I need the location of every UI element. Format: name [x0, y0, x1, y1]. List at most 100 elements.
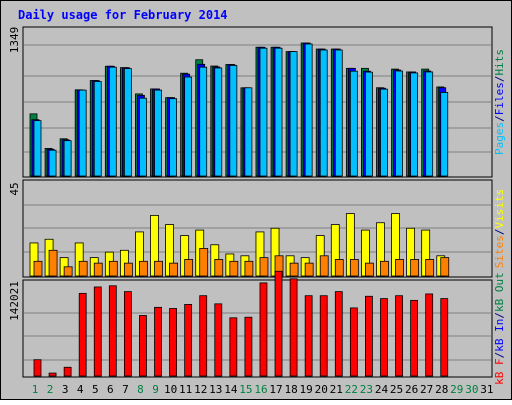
- x-day-label-1: 1: [32, 383, 39, 396]
- visits-sites-panel: 45 Sites/Visits: [8, 182, 506, 277]
- kbytes-series-legend-label: kB F/kB In/kB Out: [493, 272, 506, 385]
- visits-sites-sites-bar-day-14: [229, 260, 239, 277]
- legend-part-0: kB F: [493, 358, 506, 385]
- x-day-label-17: 17: [269, 383, 282, 396]
- kbytes-kb-f-bar-day-28: [440, 298, 449, 377]
- hits-files-pages-pages-bar-day-22: [349, 70, 358, 177]
- visits-sites-sites-bar-day-28: [440, 257, 450, 277]
- hits-files-pages-pages-bar-day-4: [78, 89, 87, 177]
- kbytes-kb-f-bar-day-11: [184, 304, 193, 377]
- legend-part-0: Sites: [493, 235, 506, 268]
- x-day-label-29: 29: [450, 383, 463, 396]
- hits-files-pages-pages-bar-day-8: [139, 97, 147, 177]
- chart-panels: 1349Pages/Files/Hits45Sites/Visits142021…: [8, 27, 506, 385]
- x-day-label-14: 14: [224, 383, 238, 396]
- visits-sites-sites-bar-day-24: [380, 260, 389, 277]
- visits-sites-sites-bar-day-5: [93, 262, 103, 277]
- legend-part-4: Hits: [493, 49, 506, 76]
- kbytes-kb-f-bar-day-12: [199, 295, 208, 377]
- visits-sites-sites-bar-day-15: [244, 260, 254, 277]
- hits-files-pages-series-legend-label: Pages/Files/Hits: [493, 49, 506, 155]
- kbytes-kb-f-bar-day-15: [244, 316, 253, 377]
- kbytes-kb-f-bar-day-21: [334, 291, 343, 377]
- kbytes-kb-f-bar-day-6: [108, 285, 117, 377]
- kbytes-kb-f-bar-day-4: [78, 292, 87, 377]
- hits-panel-frame: [22, 26, 493, 178]
- kbytes-kb-f-bar-day-25: [395, 295, 403, 377]
- kbytes-kb-f-bar-day-18: [289, 278, 298, 377]
- x-day-label-30: 30: [465, 383, 478, 396]
- visits-sites-sites-bar-day-4: [78, 260, 88, 277]
- visits-sites-sites-bar-day-27: [425, 259, 435, 277]
- x-day-label-10: 10: [164, 383, 177, 396]
- visits-sites-series-legend-label: Sites/Visits: [493, 189, 506, 269]
- legend-part-2: kB In: [493, 319, 506, 352]
- hits-files-pages-pages-bar-day-14: [229, 65, 238, 177]
- x-day-label-19: 19: [300, 383, 313, 396]
- hits-files-pages-pages-bar-day-5: [93, 81, 102, 177]
- kbytes-kb-f-bar-day-1: [33, 359, 42, 377]
- visits-sites-sites-bar-day-26: [410, 259, 420, 277]
- legend-part-2: Visits: [493, 189, 506, 229]
- visits-sites-sites-bar-day-11: [184, 259, 194, 277]
- visits-sites-sites-bar-day-6: [108, 260, 118, 277]
- legend-part-4: kB Out: [493, 272, 506, 312]
- legend-part-3: /: [493, 312, 506, 319]
- x-day-label-2: 2: [47, 383, 54, 396]
- kbytes-kb-f-bar-day-24: [380, 298, 388, 377]
- hits-files-pages-pages-bar-day-1: [33, 120, 42, 177]
- x-day-label-25: 25: [390, 383, 403, 396]
- hits-files-pages-pages-bar-day-16: [259, 47, 268, 177]
- visits-sites-sites-bar-day-20: [319, 255, 329, 277]
- kbytes-kb-f-bar-day-14: [229, 317, 238, 377]
- visits-sites-sites-bar-day-8: [139, 260, 148, 277]
- legend-part-1: /: [493, 352, 506, 359]
- kbytes-kb-f-bar-day-2: [48, 372, 57, 377]
- x-day-label-21: 21: [330, 383, 343, 396]
- x-axis-day-labels: 1 2 3 4 5 6 7 8 9 10 11 12 13 14 15 16 17 18 19 20 21 22 23 24 2…: [32, 383, 494, 396]
- visits-sites-sites-bar-day-10: [169, 262, 178, 277]
- hits-files-pages-pages-bar-day-27: [425, 71, 434, 177]
- hits-files-pages-pages-bar-day-9: [154, 89, 162, 177]
- x-day-label-16: 16: [254, 383, 267, 396]
- x-day-label-22: 22: [345, 383, 358, 396]
- visits-sites-sites-bar-day-25: [395, 259, 404, 277]
- visits-panel-frame: [22, 179, 493, 278]
- hits-files-pages-pages-bar-day-13: [214, 67, 223, 177]
- kbytes-kb-f-bar-day-20: [319, 295, 328, 377]
- hits-files-pages-pages-bar-day-3: [63, 140, 72, 177]
- x-day-label-7: 7: [122, 383, 129, 396]
- x-day-label-20: 20: [315, 383, 328, 396]
- kbytes-kb-f-bar-day-22: [349, 307, 358, 377]
- hits-files-pages-pages-bar-day-10: [169, 98, 177, 177]
- x-day-label-26: 26: [405, 383, 418, 396]
- visits-sites-sites-bar-day-13: [214, 259, 224, 277]
- chart-title: Daily usage for February 2014: [18, 8, 228, 22]
- x-day-label-4: 4: [77, 383, 84, 396]
- hits-files-pages-pages-bar-day-23: [365, 71, 373, 177]
- hits-files-pages-pages-bar-day-17: [274, 47, 283, 177]
- x-day-label-12: 12: [194, 383, 207, 396]
- hits-files-pages-pages-bar-day-25: [395, 70, 403, 177]
- visits-sites-sites-bar-day-21: [334, 259, 344, 277]
- hits-files-pages-pages-bar-day-26: [410, 72, 419, 177]
- x-day-label-9: 9: [152, 383, 159, 396]
- x-day-label-8: 8: [137, 383, 144, 396]
- x-day-label-27: 27: [420, 383, 433, 396]
- kbytes-kb-f-bar-day-17: [274, 270, 283, 377]
- legend-part-3: /: [493, 76, 506, 83]
- legend-part-1: /: [493, 229, 506, 236]
- hits-files-pages-pages-bar-day-7: [123, 68, 132, 177]
- hits-files-pages-pages-bar-day-20: [319, 49, 328, 177]
- x-day-label-23: 23: [360, 383, 373, 396]
- hits-files-pages-pages-bar-day-18: [289, 51, 298, 177]
- hits-files-pages-pages-bar-day-6: [108, 66, 117, 177]
- visits-sites-sites-bar-day-19: [304, 262, 314, 277]
- x-day-label-31: 31: [480, 383, 493, 396]
- kbytes-kb-f-bar-day-3: [63, 366, 72, 377]
- x-day-label-6: 6: [107, 383, 114, 396]
